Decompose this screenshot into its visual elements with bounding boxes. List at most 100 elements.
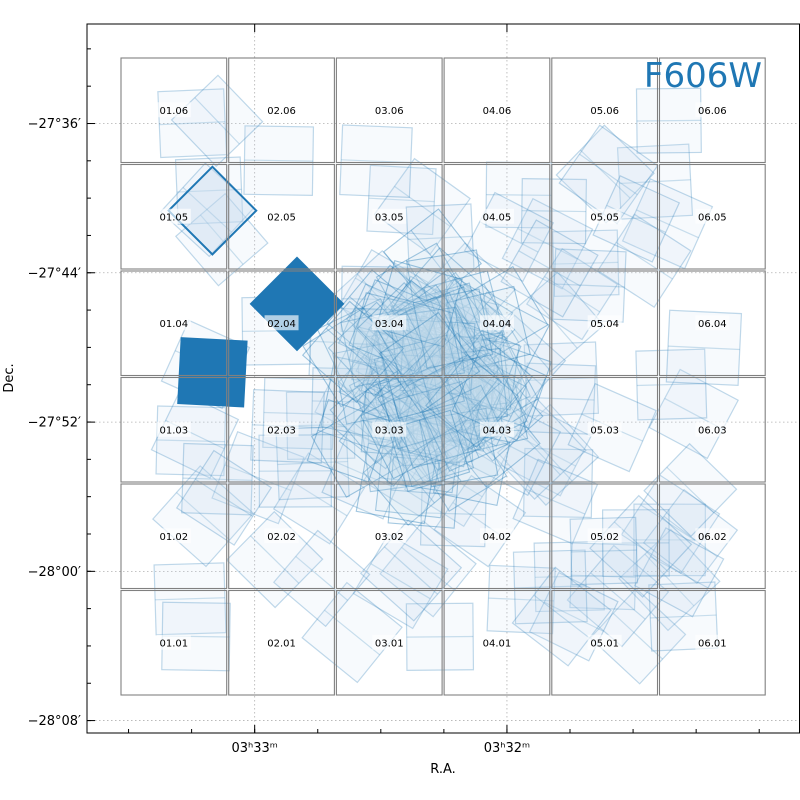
exposure-footprint bbox=[436, 330, 531, 426]
exposure-footprint bbox=[404, 324, 501, 421]
exposure-footprint bbox=[569, 516, 639, 586]
x-tick-label: 03ʰ32ᵐ bbox=[484, 741, 530, 756]
exposure-footprint bbox=[461, 338, 553, 429]
tile-04.05: 04.05 bbox=[443, 163, 551, 270]
tile-06.03: 06.03 bbox=[658, 376, 766, 483]
x-tick-label: 03ʰ33ᵐ bbox=[231, 741, 277, 756]
exposure-footprint bbox=[399, 271, 501, 373]
exposure-footprint bbox=[360, 355, 438, 433]
exposure-footprint bbox=[367, 279, 461, 373]
exposure-footprint bbox=[589, 494, 693, 598]
tile-01.05: 01.05 bbox=[120, 163, 228, 270]
y-tick-label: −27°52′ bbox=[28, 416, 81, 431]
tile-06.06: 06.06 bbox=[658, 57, 766, 164]
exposure-footprint bbox=[379, 520, 477, 618]
exposure-footprint bbox=[373, 157, 471, 256]
exposure-footprint bbox=[395, 316, 465, 386]
tile-03.01: 03.01 bbox=[335, 589, 443, 696]
exposure-footprint bbox=[243, 125, 315, 196]
tile-label: 06.04 bbox=[698, 319, 727, 330]
exposure-footprint bbox=[419, 288, 500, 369]
tile-03.06: 03.06 bbox=[335, 57, 443, 164]
tile-03.05: 03.05 bbox=[335, 163, 443, 270]
exposure-footprint bbox=[552, 229, 620, 297]
exposure-footprint bbox=[272, 529, 371, 628]
tile-06.02: 06.02 bbox=[658, 483, 766, 590]
exposure-footprint bbox=[174, 192, 269, 287]
exposure-footprint bbox=[396, 286, 489, 379]
tile-label: 06.06 bbox=[698, 106, 727, 117]
exposure-footprint bbox=[225, 510, 324, 609]
exposure-footprint bbox=[409, 373, 481, 445]
tile-01.06: 01.06 bbox=[120, 57, 228, 164]
exposure-footprint bbox=[440, 335, 539, 434]
tile-label: 03.06 bbox=[375, 106, 404, 117]
exposure-footprint bbox=[501, 197, 594, 290]
exposure-footprint bbox=[390, 289, 471, 370]
tile-label: 04.05 bbox=[483, 212, 512, 223]
exposure-footprint bbox=[410, 366, 493, 448]
exposure-footprint bbox=[355, 312, 445, 402]
exposure-footprint bbox=[383, 383, 481, 480]
y-axis-label: Dec. bbox=[2, 363, 17, 392]
exposure-footprint bbox=[555, 124, 655, 224]
exposure-footprint bbox=[397, 383, 482, 468]
tile-05.01: 05.01 bbox=[551, 589, 659, 696]
tile-label: 01.02 bbox=[160, 532, 189, 543]
exposure-footprint bbox=[499, 404, 592, 497]
tile-label: 06.02 bbox=[698, 532, 727, 543]
tile-04.02: 04.02 bbox=[443, 483, 551, 590]
exposure-footprint bbox=[365, 342, 438, 415]
exposure-footprint bbox=[589, 587, 687, 685]
exposure-footprint bbox=[401, 337, 499, 434]
exposure-footprint bbox=[360, 326, 443, 409]
exposure-footprint bbox=[427, 346, 521, 440]
tile-label: 01.04 bbox=[160, 319, 189, 330]
exposure-footprint bbox=[366, 321, 456, 411]
exposure-footprint bbox=[211, 430, 305, 525]
exposure-footprint bbox=[383, 208, 482, 308]
exposure-footprint bbox=[620, 474, 721, 575]
tile-05.04: 05.04 bbox=[551, 270, 659, 377]
exposure-footprint bbox=[301, 581, 403, 684]
exposure-footprint bbox=[523, 362, 597, 435]
exposure-footprint bbox=[558, 124, 659, 225]
exposure-footprint bbox=[360, 383, 435, 458]
tile-01.01: 01.01 bbox=[120, 589, 228, 696]
exposure-footprint bbox=[566, 544, 670, 648]
y-tick-label: −28°00′ bbox=[28, 565, 81, 580]
exposure-footprint bbox=[408, 354, 504, 450]
exposure-footprint bbox=[391, 247, 495, 351]
exposure-footprint bbox=[181, 442, 254, 516]
tile-06.05: 06.05 bbox=[658, 163, 766, 270]
tile-label: 02.05 bbox=[267, 212, 296, 223]
exposure-footprint bbox=[351, 307, 428, 384]
tile-label: 03.05 bbox=[375, 212, 404, 223]
exposure-footprint bbox=[452, 291, 551, 389]
x-axis-label: R.A. bbox=[430, 762, 456, 777]
exposure-footprint bbox=[407, 332, 503, 427]
exposure-footprint bbox=[391, 268, 491, 368]
tile-label: 03.02 bbox=[375, 532, 404, 543]
exposure-footprint bbox=[621, 178, 714, 270]
exposure-footprint bbox=[404, 340, 487, 423]
tile-02.01: 02.01 bbox=[228, 589, 335, 696]
exposure-footprint bbox=[348, 292, 435, 379]
exposure-footprint bbox=[359, 519, 463, 622]
exposure-footprint bbox=[159, 162, 255, 258]
tile-02.04: 02.04 bbox=[228, 270, 335, 377]
exposure-footprint bbox=[403, 360, 501, 458]
exposure-footprint bbox=[432, 428, 511, 507]
tile-04.06: 04.06 bbox=[443, 57, 551, 164]
exposure-footprint bbox=[405, 315, 485, 395]
tile-01.04: 01.04 bbox=[120, 270, 228, 377]
exposure-footprint bbox=[355, 442, 438, 525]
exposure-footprint bbox=[362, 427, 462, 526]
tile-label: 02.04 bbox=[267, 319, 296, 330]
tile-label: 04.01 bbox=[483, 638, 512, 649]
exposure-footprint bbox=[420, 304, 489, 374]
exposure-footprint bbox=[429, 319, 522, 412]
exposure-footprint bbox=[618, 528, 721, 632]
exposure-footprint bbox=[405, 602, 475, 671]
exposure-footprint bbox=[405, 203, 475, 273]
